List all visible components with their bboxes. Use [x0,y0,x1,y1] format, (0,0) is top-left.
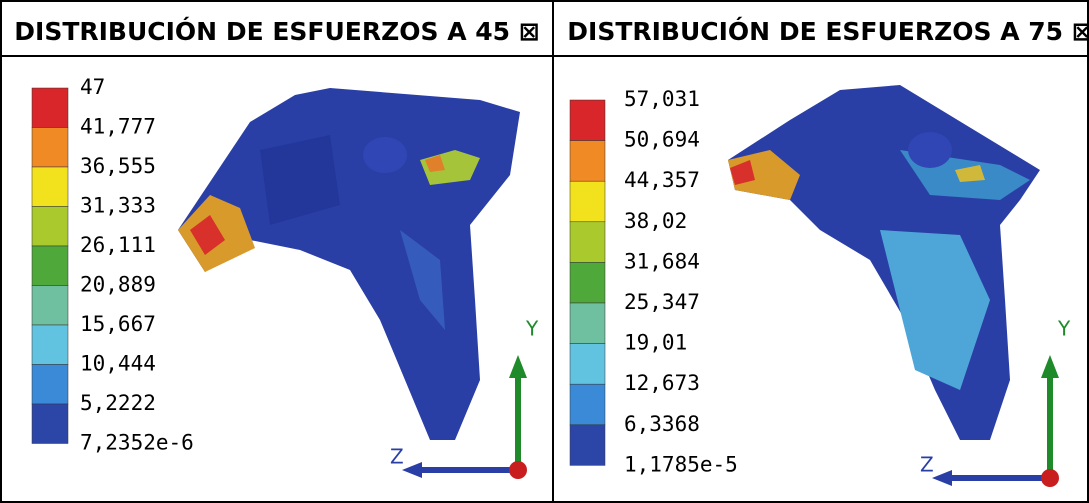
legend-swatch [32,365,68,405]
legend-label: 31,684 [624,249,700,273]
panel-title: DISTRIBUCIÓN DE ESFUERZOS A 45 ⊠ [14,16,539,46]
legend-swatch [32,88,68,128]
legend-label: 26,111 [80,233,156,257]
axis-label: Y [525,317,539,341]
axis-label: Z [920,453,934,477]
legend-label: 7,2352e-6 [80,431,194,455]
legend-swatch [570,141,605,182]
figure: DISTRIBUCIÓN DE ESFUERZOS A 45 ⊠ DISTRIB… [0,0,1089,503]
legend-swatch [570,181,605,222]
legend-swatch [32,286,68,326]
legend-swatch [32,167,68,207]
legend-swatch [570,303,605,344]
legend-swatch [570,222,605,263]
legend-label: 41,777 [80,115,156,139]
origin [509,461,527,479]
legend-swatch [570,344,605,385]
legend-swatch [32,325,68,365]
legend-label: 50,694 [624,128,700,152]
legend-label: 12,673 [624,371,700,395]
axis-label: Y [1057,317,1071,341]
legend-label: 31,333 [80,194,156,218]
legend-label: 47 [80,75,105,99]
legend-label: 36,555 [80,154,156,178]
legend-label: 57,031 [624,87,700,111]
origin [1041,469,1059,487]
legend-swatch [32,404,68,444]
legend-label: 25,347 [624,290,700,314]
legend-label: 5,2222 [80,391,156,415]
legend-label: 6,3368 [624,412,700,436]
legend-swatch [570,384,605,425]
legend-swatch [570,100,605,141]
legend-swatch [32,207,68,247]
legend-label: 19,01 [624,331,687,355]
legend-swatch [32,246,68,286]
legend-label: 15,667 [80,312,156,336]
legend-label: 20,889 [80,273,156,297]
legend-swatch [32,128,68,168]
legend-label: 10,444 [80,352,156,376]
axis-label: Z [390,445,404,469]
legend-label: 1,1785e-5 [624,452,738,476]
legend-label: 44,357 [624,168,700,192]
legend-label: 38,02 [624,209,687,233]
panel-title: DISTRIBUCIÓN DE ESFUERZOS A 75 ⊠ [567,16,1089,46]
legend-swatch [570,262,605,303]
legend-swatch [570,425,605,466]
